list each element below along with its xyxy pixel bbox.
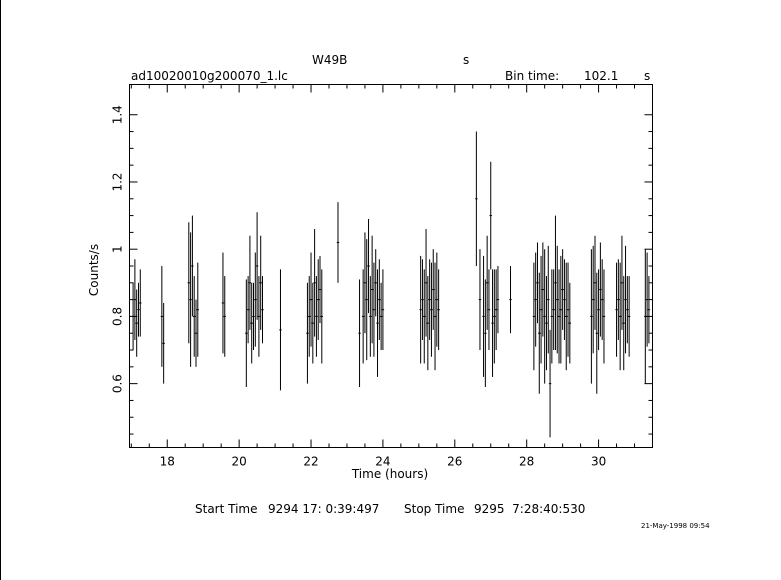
date-stamp: 21-May-1998 09:54 bbox=[641, 522, 710, 530]
start-time-value: 9294 17: 0:39:497 bbox=[268, 502, 380, 516]
start-time-label: Start Time bbox=[195, 502, 258, 516]
stop-time-value: 9295 7:28:40:530 bbox=[474, 502, 586, 516]
x-axis-title: Time (hours) bbox=[351, 467, 428, 481]
x-tick-label: 20 bbox=[231, 455, 246, 469]
left-border bbox=[0, 0, 1, 580]
plot-frame bbox=[129, 84, 653, 448]
object-unit: s bbox=[463, 53, 470, 67]
bin-time-value: 102.1 bbox=[584, 69, 619, 83]
x-tick-label: 30 bbox=[591, 455, 606, 469]
y-tick-label: 0.8 bbox=[111, 307, 125, 326]
y-axis-title: Counts/s bbox=[87, 244, 101, 296]
x-tick-label: 18 bbox=[160, 455, 175, 469]
y-tick-label: 0.6 bbox=[111, 374, 125, 393]
x-tick-label: 26 bbox=[447, 455, 462, 469]
bin-time-label: Bin time: bbox=[505, 69, 560, 83]
y-tick-label: 1.2 bbox=[111, 172, 125, 191]
y-tick-label: 1 bbox=[111, 245, 125, 253]
x-tick-label: 28 bbox=[519, 455, 534, 469]
bin-time-unit: s bbox=[644, 69, 651, 83]
file-name: ad10020010g200070_1.lc bbox=[131, 69, 288, 83]
stop-time-label: Stop Time bbox=[404, 502, 465, 516]
x-tick-label: 24 bbox=[375, 455, 390, 469]
x-tick-label: 22 bbox=[303, 455, 318, 469]
y-tick-label: 1.4 bbox=[111, 105, 125, 124]
object-name: W49B bbox=[312, 53, 348, 67]
